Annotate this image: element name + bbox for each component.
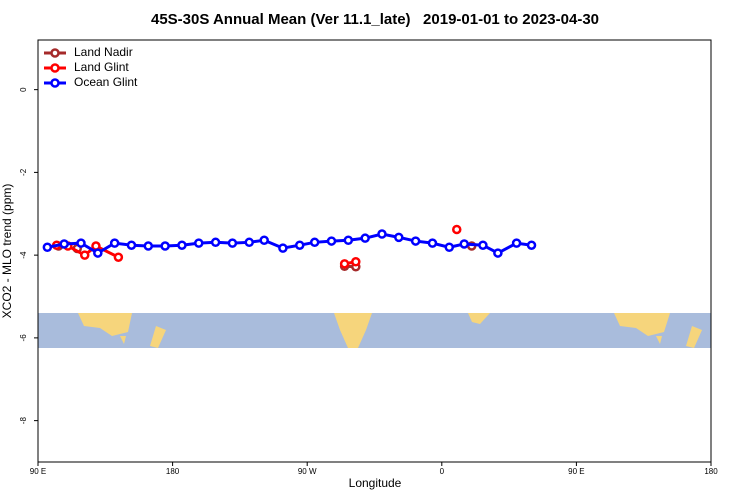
point [351,257,361,267]
point [79,250,90,260]
point [326,236,337,246]
point [410,236,421,246]
point [194,238,204,248]
point [459,239,469,249]
point [478,240,488,250]
point [309,237,320,248]
point [160,241,170,251]
point [113,252,124,262]
point [93,248,103,258]
point [444,242,455,253]
point [244,237,254,248]
point [294,240,305,250]
point [210,237,221,248]
x-tick-label: 90 E [30,467,46,476]
point [227,238,238,248]
point [59,239,69,249]
point [177,240,187,250]
point [126,240,137,250]
x-tick-label: 0 [440,467,445,476]
point [278,243,288,253]
y-tick-label: -2 [19,168,28,176]
legend-marker [50,48,60,58]
point [493,248,503,258]
chart-title: 45S-30S Annual Mean (Ver 11.1_late) 2019… [151,11,599,28]
point [360,233,370,243]
point [526,240,537,250]
point [377,229,387,239]
point [42,242,53,253]
y-tick-label: 0 [19,87,28,92]
legend-marker [50,78,60,88]
y-tick-label: -4 [19,251,28,259]
point [76,238,86,248]
point [109,238,120,248]
y-tick-label: -8 [19,417,28,425]
x-tick-label: 180 [704,467,718,476]
x-tick-label: 90 W [298,467,317,476]
point [427,238,438,248]
legend-label: Land Nadir [74,45,133,59]
legend-label: Ocean Glint [74,75,138,89]
series-line [47,232,532,255]
point [343,235,354,245]
map-band [38,313,711,348]
point [452,224,462,235]
series-line [345,246,750,267]
y-tick-label: -6 [19,334,28,342]
x-tick-label: 180 [166,467,180,476]
point [259,235,269,245]
y-axis-label: XCO2 - MLO trend (ppm) [0,184,14,319]
plot-frame [37,39,712,463]
series-line [56,243,357,266]
point [511,238,522,248]
x-axis-label: Longitude [349,476,402,490]
point [339,259,350,269]
legend-marker [50,63,60,73]
point [143,241,154,251]
point [394,232,404,243]
x-tick-label: 90 E [568,467,584,476]
legend-label: Land Glint [74,60,129,74]
